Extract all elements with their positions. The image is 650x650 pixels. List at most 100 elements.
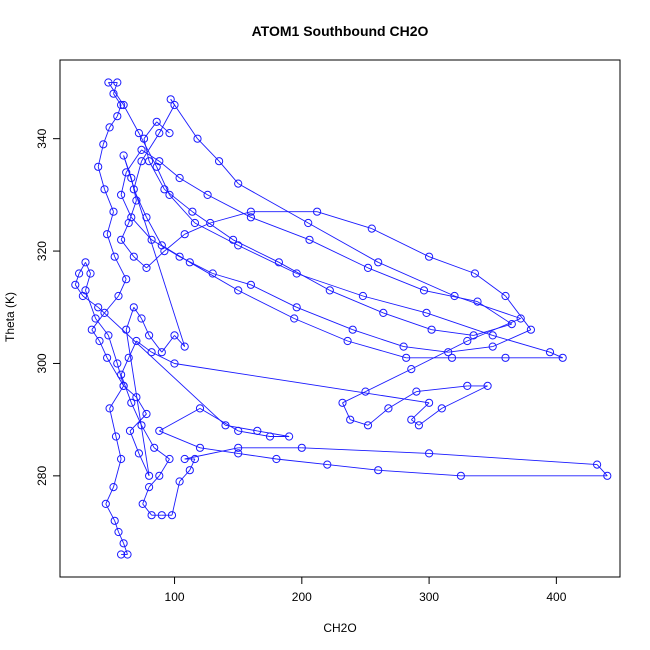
- series-segment: [276, 458, 328, 466]
- data-point: [113, 112, 122, 121]
- data-point: [358, 291, 367, 301]
- y-tick-label: 320: [35, 241, 49, 261]
- data-point: [195, 404, 205, 413]
- series-segment: [347, 340, 407, 359]
- data-point: [374, 466, 383, 475]
- series-segment: [130, 402, 142, 426]
- y-axis-label: Theta (K): [3, 292, 17, 342]
- data-point: [137, 145, 146, 154]
- series-segment: [189, 261, 239, 291]
- data-point: [117, 550, 126, 559]
- data-point: [603, 471, 612, 480]
- data-point: [132, 336, 141, 346]
- series-segment: [107, 335, 118, 364]
- series-segment: [316, 211, 372, 230]
- data-point: [157, 348, 166, 357]
- data-point: [427, 325, 436, 334]
- data-point: [111, 432, 121, 441]
- data-point: [105, 404, 114, 413]
- series-segment: [411, 340, 468, 370]
- data-point: [437, 404, 446, 413]
- data-point: [246, 213, 255, 222]
- series-segment: [125, 149, 142, 173]
- series-segment: [431, 329, 474, 336]
- series-segment: [158, 458, 170, 477]
- series-segment: [85, 262, 91, 274]
- data-point: [195, 443, 205, 452]
- series-segment: [82, 295, 99, 308]
- x-axis-label: CH2O: [323, 621, 356, 635]
- data-point: [99, 140, 108, 149]
- data-point: [414, 421, 423, 430]
- series-segment: [350, 419, 369, 426]
- data-point: [190, 454, 199, 464]
- series-segment: [123, 543, 128, 555]
- data-point: [117, 370, 126, 379]
- data-point: [558, 353, 567, 362]
- data-point: [147, 511, 156, 520]
- data-point: [86, 269, 95, 278]
- series-segment: [130, 216, 152, 241]
- y-tick-label: 300: [35, 353, 49, 373]
- data-point: [425, 398, 434, 407]
- y-tick-label: 280: [35, 466, 49, 486]
- data-point: [104, 78, 113, 87]
- series-segment: [109, 408, 117, 437]
- data-point: [425, 449, 434, 458]
- data-point: [127, 213, 136, 222]
- data-point: [137, 421, 146, 430]
- data-point: [122, 168, 131, 177]
- data-point: [593, 460, 602, 469]
- series-segment: [416, 385, 468, 393]
- data-point: [402, 353, 411, 362]
- series-segment: [156, 166, 170, 196]
- data-point: [384, 404, 393, 413]
- series-segment: [141, 425, 155, 449]
- series-segment: [184, 222, 211, 235]
- series-segment: [113, 93, 122, 106]
- data-point: [407, 365, 416, 374]
- data-point: [147, 235, 156, 244]
- series-segment: [371, 228, 430, 258]
- data-point: [122, 325, 131, 334]
- data-point: [285, 432, 294, 441]
- series-segment: [156, 121, 170, 134]
- data-point: [134, 449, 143, 458]
- series-segment: [250, 284, 297, 308]
- data-point: [234, 426, 243, 435]
- data-point: [483, 381, 492, 390]
- data-point: [137, 314, 146, 323]
- series-segment: [169, 194, 196, 224]
- series-segment: [114, 256, 127, 280]
- data-point: [447, 353, 457, 362]
- data-point: [473, 297, 482, 306]
- series-segment: [294, 318, 348, 342]
- series-segment: [74, 284, 84, 297]
- data-point: [526, 325, 536, 334]
- data-point: [175, 477, 184, 486]
- data-point: [165, 129, 174, 138]
- series-segment: [237, 183, 309, 224]
- series-segment: [403, 346, 449, 353]
- x-tick-label: 200: [292, 590, 312, 604]
- data-point: [208, 269, 217, 278]
- series-segment: [174, 335, 186, 347]
- series-segment: [118, 279, 127, 297]
- data-point: [127, 173, 136, 183]
- series-segment: [309, 239, 369, 269]
- data-point: [103, 353, 112, 362]
- data-point: [175, 173, 184, 183]
- data-point: [292, 303, 301, 312]
- series-segment: [210, 211, 252, 224]
- series-segment: [296, 306, 353, 331]
- data-point: [203, 190, 212, 199]
- series-segment: [329, 289, 384, 314]
- data-point: [145, 157, 154, 166]
- data-point: [114, 527, 123, 537]
- series-segment: [141, 318, 150, 336]
- data-point: [95, 336, 104, 346]
- data-point: [363, 263, 373, 272]
- data-point: [419, 286, 429, 295]
- series-segment: [133, 256, 147, 269]
